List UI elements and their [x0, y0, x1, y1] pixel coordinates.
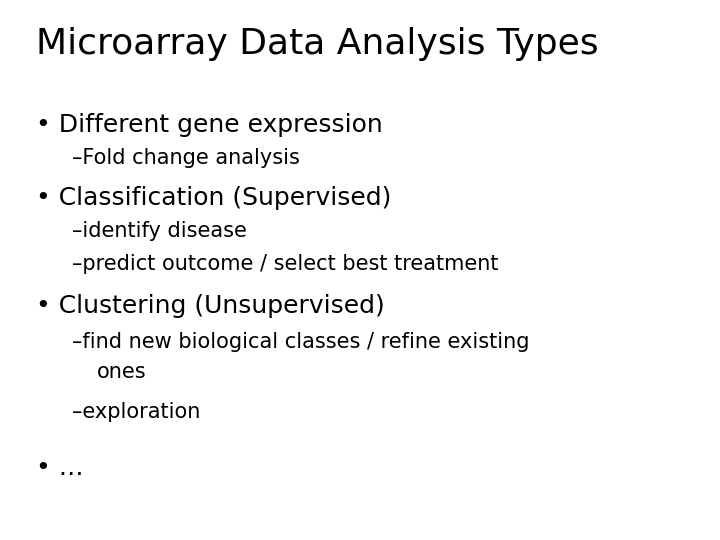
Text: • Clustering (Unsupervised): • Clustering (Unsupervised) — [36, 294, 384, 318]
Text: • Different gene expression: • Different gene expression — [36, 113, 383, 137]
Text: • …: • … — [36, 456, 84, 480]
Text: –identify disease: –identify disease — [72, 221, 247, 241]
Text: • Classification (Supervised): • Classification (Supervised) — [36, 186, 392, 210]
Text: –Fold change analysis: –Fold change analysis — [72, 148, 300, 168]
Text: ones: ones — [97, 362, 147, 382]
Text: –find new biological classes / refine existing: –find new biological classes / refine ex… — [72, 332, 529, 352]
Text: –predict outcome / select best treatment: –predict outcome / select best treatment — [72, 254, 498, 274]
Text: –exploration: –exploration — [72, 402, 200, 422]
Text: Microarray Data Analysis Types: Microarray Data Analysis Types — [36, 27, 598, 61]
